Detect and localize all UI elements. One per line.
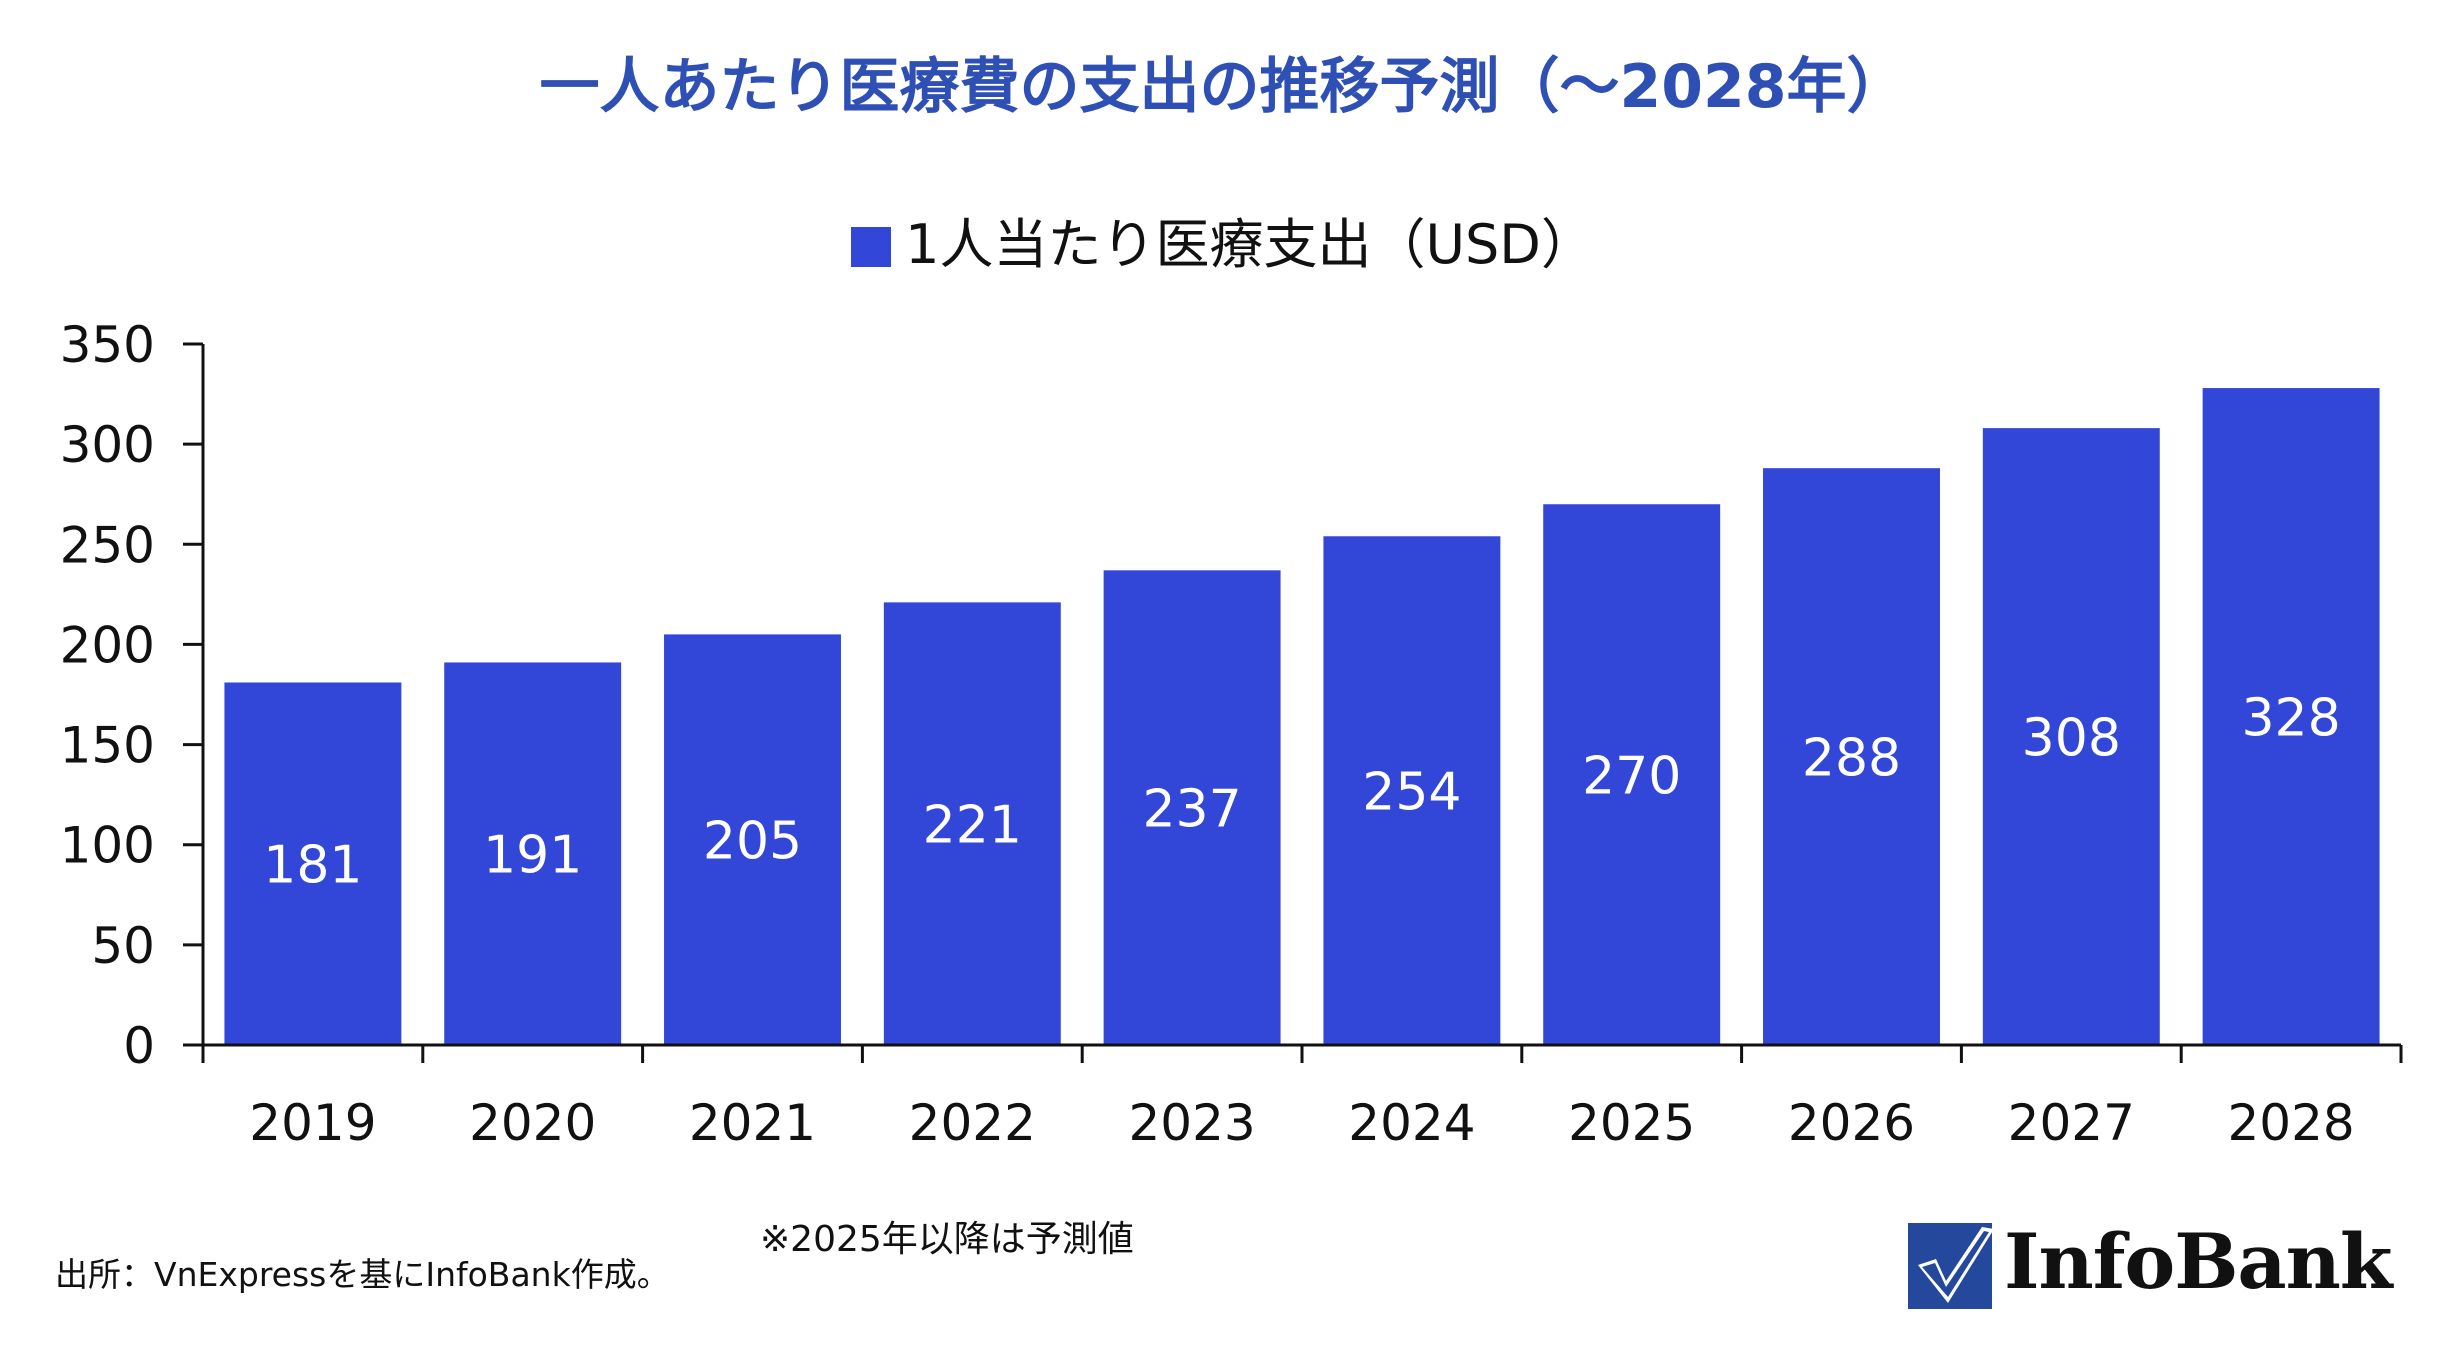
y-tick-label: 0 <box>123 1017 155 1075</box>
legend-swatch <box>851 227 892 267</box>
x-tick-label: 2020 <box>469 1094 596 1152</box>
bar-2022 <box>883 602 1061 1045</box>
legend: 1人当たり医療支出（USD） <box>0 200 2446 279</box>
bar-value-label: 237 <box>1142 780 1241 840</box>
infobank-logo: InfoBank <box>1908 1215 2393 1315</box>
bars-layer <box>224 388 2380 1046</box>
bar-value-label: 191 <box>483 826 582 886</box>
bar-2028 <box>2202 388 2380 1045</box>
bar-2025 <box>1543 504 1721 1045</box>
bar-value-label: 254 <box>1362 763 1461 823</box>
x-tick-label: 2025 <box>1568 1094 1695 1152</box>
y-tick-label: 350 <box>60 316 155 374</box>
y-tick-label: 250 <box>60 516 155 574</box>
logo-text: InfoBank <box>2004 1217 2393 1306</box>
source-note: 出所：VnExpressを基にInfoBank作成。 <box>55 1255 670 1294</box>
y-tick-label: 50 <box>91 917 155 975</box>
x-tick-label: 2024 <box>1348 1094 1475 1152</box>
bar-value-label: 288 <box>1802 729 1901 789</box>
y-tick-label: 150 <box>60 717 155 775</box>
bar-value-label: 270 <box>1582 747 1681 807</box>
forecast-note: ※2025年以降は予測値 <box>760 1219 1134 1260</box>
bar-2024 <box>1323 536 1501 1045</box>
x-tick-label: 2023 <box>1128 1094 1255 1152</box>
bar-value-label: 328 <box>2241 689 2340 749</box>
bar-2021 <box>664 634 841 1045</box>
labels-layer: 0 50 100 150 200 250 300 350 181 2019 191 2020 205 20… <box>60 316 2355 1152</box>
x-tick-label: 2027 <box>2008 1094 2135 1152</box>
bar-value-label: 221 <box>923 796 1022 856</box>
chart-title: 一人あたり医療費の支出の推移予測（～2028年） <box>539 52 1907 122</box>
bar-2023 <box>1103 570 1281 1045</box>
y-tick-label: 200 <box>60 616 155 674</box>
bar-2027 <box>1982 428 2160 1045</box>
y-tick-label: 100 <box>60 817 155 875</box>
x-tick-label: 2021 <box>689 1094 816 1152</box>
x-tick-label: 2026 <box>1788 1094 1915 1152</box>
bar-value-label: 205 <box>703 812 802 872</box>
x-tick-label: 2019 <box>249 1094 376 1152</box>
axes-layer <box>183 342 2403 1063</box>
bar-2020 <box>444 662 622 1045</box>
bar-2026 <box>1763 468 1940 1046</box>
bar-value-label: 181 <box>263 836 362 896</box>
bar-2019 <box>224 682 402 1045</box>
bar-value-label: 308 <box>2022 709 2121 769</box>
x-tick-label: 2022 <box>909 1094 1036 1152</box>
checkmark-logo-icon <box>1908 1223 1994 1309</box>
y-tick-label: 300 <box>60 416 155 474</box>
legend-label: 1人当たり医療支出（USD） <box>905 213 1595 276</box>
x-tick-label: 2028 <box>2227 1094 2354 1152</box>
